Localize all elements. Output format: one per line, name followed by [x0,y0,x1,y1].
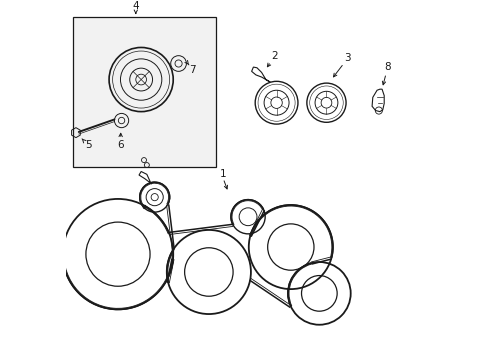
Text: 2: 2 [271,51,278,61]
Bar [73,17,216,167]
Text: 4: 4 [132,1,139,12]
Text: 5: 5 [85,140,92,150]
Text: 8: 8 [384,62,390,72]
Text: 3: 3 [344,53,350,63]
Text: 6: 6 [117,140,123,150]
Text: 1: 1 [219,169,226,179]
Text: 7: 7 [189,65,196,75]
